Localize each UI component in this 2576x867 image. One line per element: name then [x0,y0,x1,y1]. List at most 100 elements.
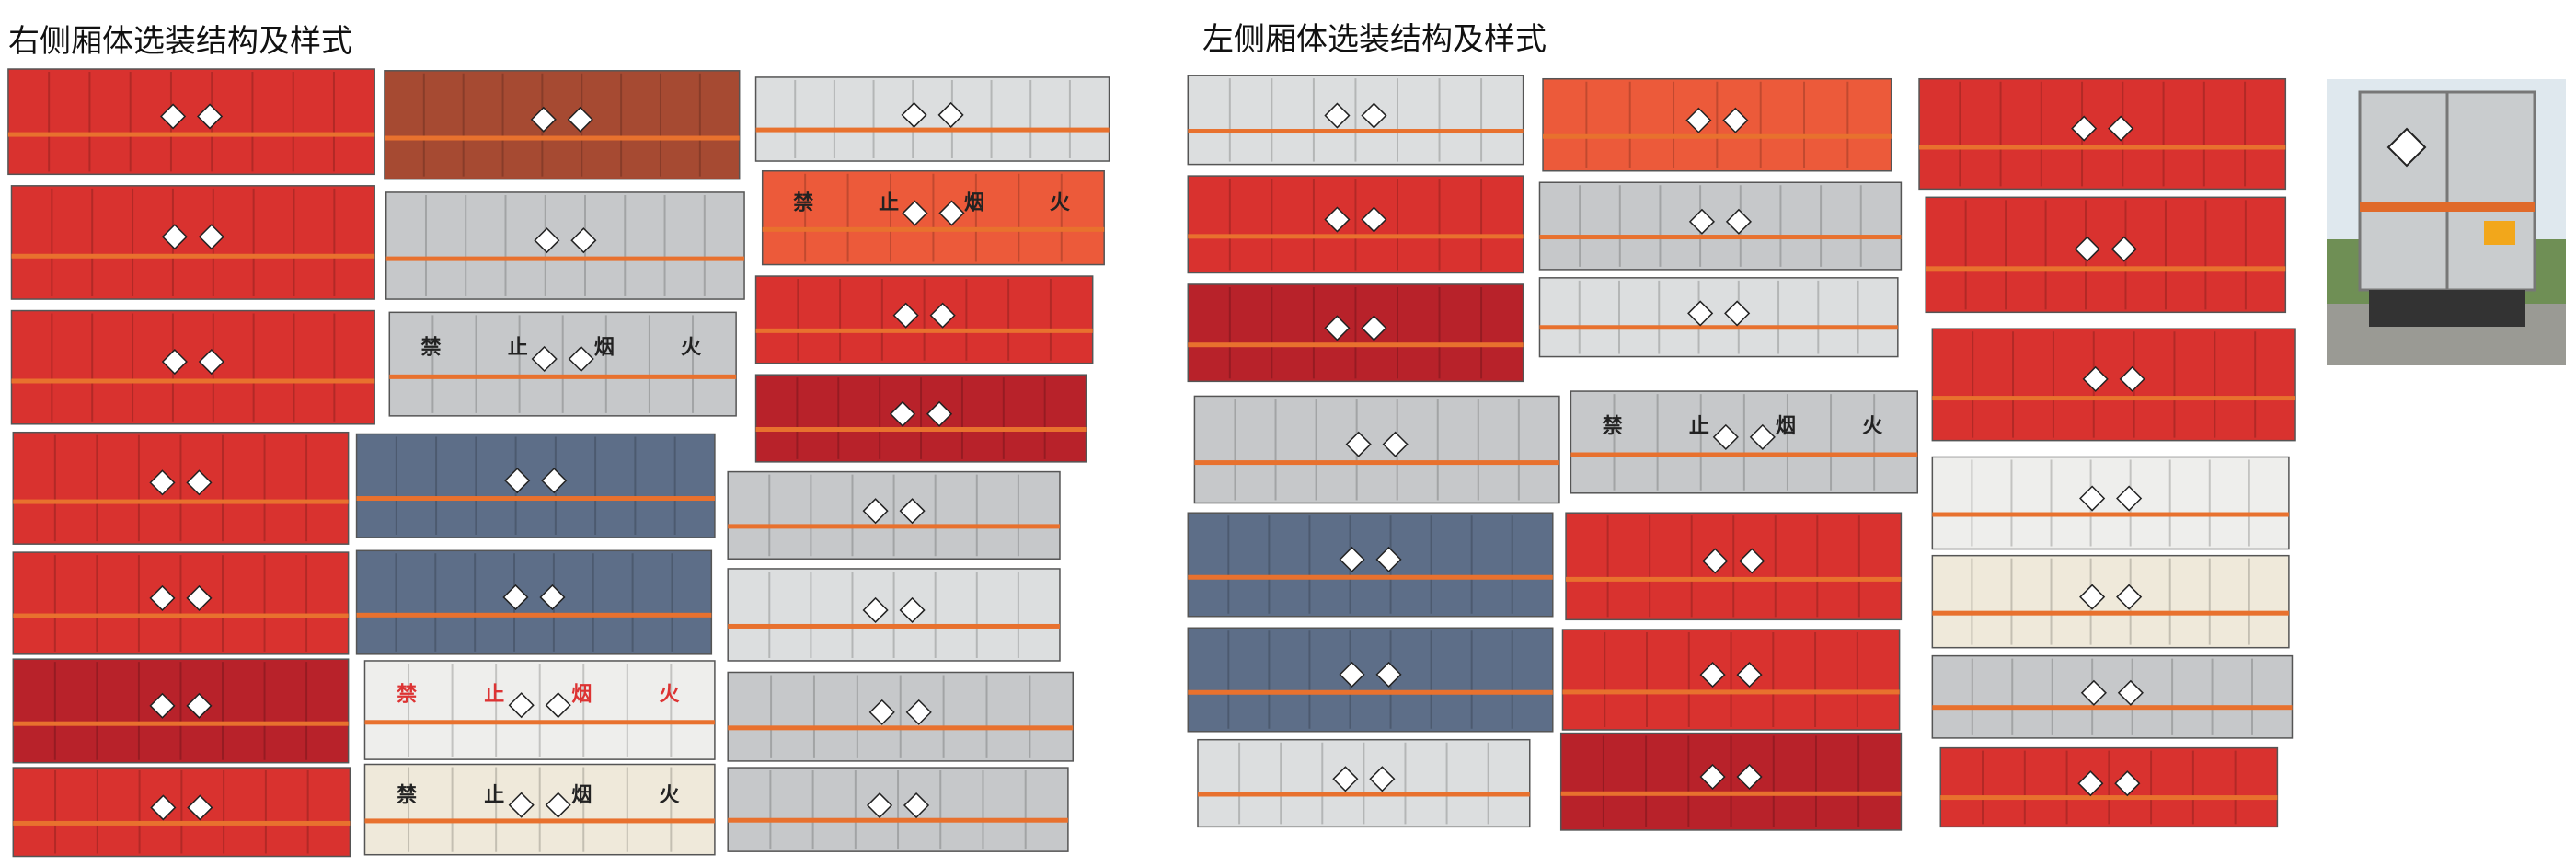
panel-body [1187,75,1524,166]
hazard-diamond [2116,584,2143,610]
stripe [728,524,1060,529]
panel-body [1939,746,2279,828]
hazard-diamond [197,103,224,130]
hazard-diamond [1361,315,1387,341]
panel-body [355,433,716,538]
stripe [1197,792,1530,797]
container-panel [12,431,350,545]
stripe [2360,202,2535,212]
hazard-diamond [892,302,919,329]
container-panel: 禁止烟火 [761,169,1105,266]
container-panel [384,70,741,180]
sign-char: 止 [1689,415,1709,438]
stripe [1919,144,2286,150]
stripe [755,328,1093,333]
hazard-diamond [862,498,889,525]
hazard-diamond [937,101,964,128]
hazard-diamond [2079,485,2106,512]
panel-body [1931,328,2296,442]
panel-body [754,76,1110,162]
hazard-diamond [1375,661,1402,688]
hazard-diamond [1699,662,1726,688]
container-panel [1931,654,2294,739]
container-panel: 禁止烟火 [363,660,716,760]
hazard-diamond [2117,679,2144,706]
hazard-diamond [1324,102,1351,129]
panel-body [1542,77,1892,172]
stripe [728,817,1068,823]
stripe [1188,689,1553,695]
panel-body [10,185,375,300]
hazard-diamond [862,596,889,624]
stripe [13,499,349,504]
panel-body [363,763,716,856]
hazard-diamond [545,692,571,719]
stripe [364,720,715,725]
panel-body [1187,512,1554,618]
section-title: 左侧厢体选装结构及样式 [1202,21,1547,58]
hazard-diamond [1725,208,1753,235]
hazard-diamond [1739,548,1765,574]
stripe [1926,266,2286,272]
hazard-diamond [149,692,176,719]
container-panel [1931,328,2296,442]
hazard-diamond [1324,315,1351,341]
hazard-diamond [2077,770,2104,797]
container-panel [1187,283,1524,383]
hazard-diamond [1324,206,1351,233]
hazard-diamond [568,345,594,373]
panel-body [1187,627,1554,733]
panel-body [10,309,375,425]
container-panel [355,433,716,538]
sign-char: 禁 [1603,414,1623,438]
container-panel [7,68,375,176]
container-panel [727,767,1069,852]
sign-char: 火 [1862,415,1882,438]
hazard-diamond [570,227,597,254]
hazard-diamond [502,584,529,611]
hazard-diamond [1702,548,1729,574]
hazard-diamond [2108,115,2134,142]
hazard-diamond [2119,365,2145,392]
panels: 禁止烟火禁止烟火禁止烟火禁止烟火禁止烟火 [7,68,2296,858]
hazard-diamond [545,792,571,818]
panel-body [12,551,350,655]
stripe [1188,342,1524,348]
plate [2484,221,2515,245]
stripe [7,132,375,137]
panel-body [1565,512,1903,621]
stripe [1560,791,1902,796]
sign-char: 火 [681,337,701,360]
hazard-diamond [530,106,557,133]
stripe [385,256,745,261]
hazard-diamond [1722,107,1749,133]
container-panel [754,275,1094,364]
stripe [1932,610,2289,616]
stripe [384,135,740,141]
panel-body [727,767,1069,852]
container-panel [12,658,350,764]
hazard-diamond [2079,584,2106,610]
hazard-diamond [149,469,176,496]
stripe [13,820,351,826]
hazard-diamond [541,468,568,494]
hazard-diamond [1361,102,1387,129]
hazard-diamond [1736,763,1763,791]
container-panel [1931,456,2290,550]
hazard-diamond [531,345,558,373]
sign-char: 禁 [397,682,417,706]
container-panel [1925,196,2287,314]
stripe [762,226,1105,232]
stripe [1188,234,1524,239]
hazard-diamond [2071,115,2098,142]
container-panel [1939,746,2279,828]
stripe [356,496,715,502]
container-panel [1918,77,2287,191]
panel-body [1197,738,1531,828]
hazard-diamond [1699,763,1726,791]
stripe [11,253,375,259]
container-panel [385,191,745,300]
stripe [755,427,1087,433]
panel-body [363,660,716,760]
hazard-diamond [1712,423,1739,450]
